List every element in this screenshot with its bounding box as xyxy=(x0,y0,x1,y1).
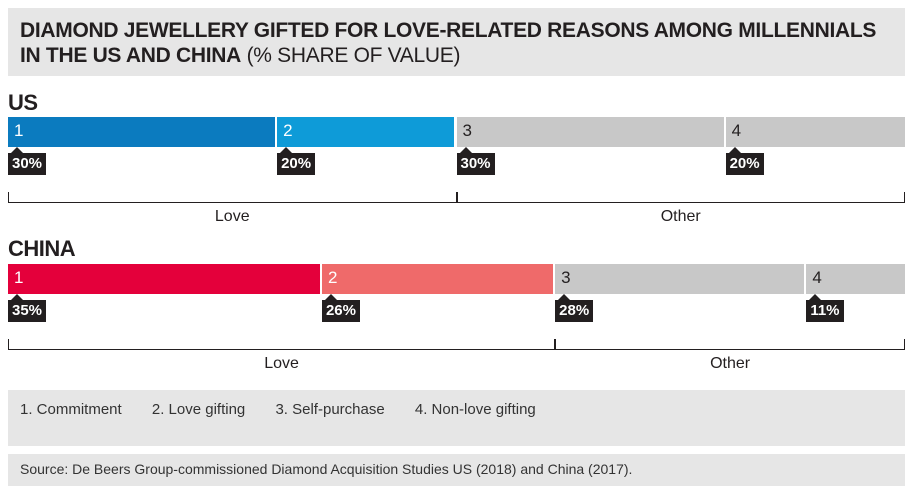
china-segment-number: 3 xyxy=(561,268,571,287)
legend-item-commitment: 1. Commitment xyxy=(20,401,122,418)
us-bar-segment-2: 2 xyxy=(277,117,455,147)
china-bracket-tick xyxy=(554,339,556,350)
us-value-label: 30% xyxy=(8,147,47,175)
china-bar-segment-3: 3 xyxy=(555,264,805,294)
china-bar-segment-1: 1 xyxy=(8,264,320,294)
us-bracket-tick xyxy=(8,192,9,203)
china-bracket-tick xyxy=(904,339,905,350)
us-segment-number: 1 xyxy=(14,121,24,140)
us-bar-segment-3: 3 xyxy=(456,117,724,147)
china-label: CHINA xyxy=(8,236,76,261)
us-value-label: 20% xyxy=(725,147,764,175)
china-bracket-tick xyxy=(8,339,9,350)
us-group-label-love: Love xyxy=(214,208,250,225)
us-bar-segment-4: 4 xyxy=(725,117,905,147)
china-value-label: 11% xyxy=(806,294,844,322)
title-unit: (% SHARE OF VALUE) xyxy=(246,44,461,67)
us-group-label-other: Other xyxy=(660,208,701,225)
us-value-label: 30% xyxy=(456,147,495,175)
china-bracket-tick xyxy=(555,339,557,350)
china-group-bracket xyxy=(8,349,556,350)
us-bar-segment-1: 1 xyxy=(8,117,276,147)
china-segment-number: 1 xyxy=(14,268,24,287)
china-segment-number: 4 xyxy=(812,268,822,287)
china-value-label: 28% xyxy=(555,294,594,322)
legend-item-self-purchase: 3. Self-purchase xyxy=(275,401,385,418)
china-bar-segment-4: 4 xyxy=(806,264,905,294)
china-value-label: 26% xyxy=(321,294,360,322)
china-value-label: 35% xyxy=(8,294,47,322)
us-label: US xyxy=(8,90,38,115)
china-group-label-other: Other xyxy=(710,355,751,372)
china-group-label-love: Love xyxy=(264,355,299,372)
chart-title: DIAMOND JEWELLERY GIFTED FOR LOVE-RELATE… xyxy=(8,8,905,76)
us-bracket-tick xyxy=(904,192,905,203)
us-value-label: 20% xyxy=(277,147,316,175)
us-segment-number: 3 xyxy=(462,121,472,140)
us-segment-number: 4 xyxy=(731,121,742,140)
china-bar-segment-2: 2 xyxy=(321,264,554,294)
us-bracket-tick xyxy=(456,192,458,203)
us-segment-number: 2 xyxy=(283,121,293,140)
source-note: Source: De Beers Group-commissioned Diam… xyxy=(8,454,905,486)
title-main: DIAMOND JEWELLERY GIFTED FOR LOVE-RELATE… xyxy=(20,19,877,67)
us-group-bracket xyxy=(8,202,457,203)
china-segment-number: 2 xyxy=(327,268,338,287)
china-group-bracket xyxy=(555,349,905,350)
legend: 1. Commitment 2. Love gifting 3. Self-pu… xyxy=(8,390,905,446)
us-group-bracket xyxy=(456,202,905,203)
us-bracket-tick xyxy=(455,192,457,203)
legend-item-non-love-gifting: 4. Non-love gifting xyxy=(414,401,536,418)
legend-item-love-gifting: 2. Love gifting xyxy=(151,401,246,418)
